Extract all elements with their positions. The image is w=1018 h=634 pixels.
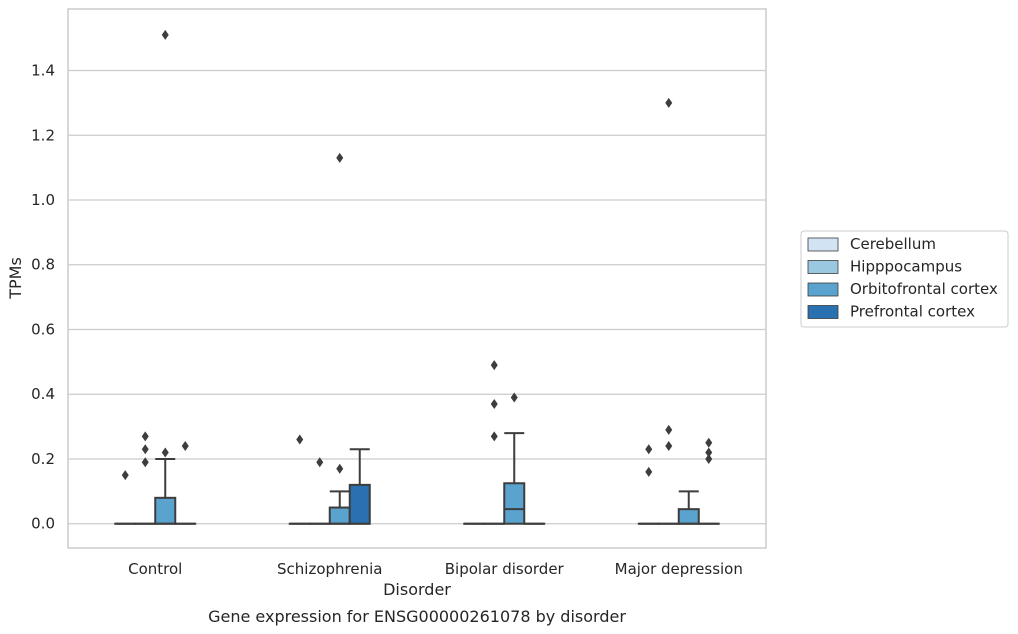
y-tick-labels: 0.0 0.2 0.4 0.6 0.8 1.0 1.2 1.4 — [31, 62, 55, 533]
legend-entry: Orbitofrontal cortex — [850, 280, 998, 298]
outlier-point — [336, 463, 344, 474]
outlier-point — [705, 437, 713, 448]
legend-swatch — [807, 260, 839, 274]
y-tick-label: 0.4 — [31, 385, 55, 403]
box-orbitofrontal-cortex — [328, 490, 351, 525]
outlier-point — [705, 447, 713, 458]
outlier-point — [645, 466, 653, 477]
y-tick-label: 0.6 — [31, 320, 55, 338]
x-tick-label: Schizophrenia — [277, 560, 382, 578]
legend-entry: Cerebellum — [850, 235, 936, 253]
outlier-point — [141, 444, 149, 455]
box-orbitofrontal-cortex — [154, 457, 177, 525]
y-tick-label: 0.0 — [31, 515, 55, 533]
outlier-point — [336, 152, 344, 163]
y-tick-label: 1.0 — [31, 191, 55, 209]
outlier-point — [161, 29, 169, 40]
outlier-point — [316, 457, 324, 468]
box-body — [328, 506, 351, 525]
outlier-point — [665, 441, 673, 452]
x-tick-label: Major depression — [615, 560, 743, 578]
legend-swatch — [807, 237, 839, 252]
box-orbitofrontal-cortex — [677, 490, 700, 525]
x-tick-labels: Control Schizophrenia Bipolar disorder Majo… — [128, 560, 743, 578]
outlier-point — [665, 424, 673, 435]
legend-entry: Prefrontal cortex — [850, 303, 975, 321]
outlier-point — [181, 441, 189, 452]
x-tick-label: Control — [128, 560, 182, 578]
y-axis-title: TPMs — [6, 257, 25, 300]
box-body — [348, 483, 371, 525]
box-body — [677, 508, 700, 525]
legend: Cerebellum Hipppocampus Orbitofrontal cort… — [800, 230, 1009, 328]
outlier-point — [665, 97, 673, 108]
y-tick-label: 0.2 — [31, 450, 55, 468]
x-axis-title: Disorder — [383, 580, 451, 599]
outlier-point — [121, 470, 129, 481]
outlier-point — [490, 431, 498, 442]
outlier-point — [490, 360, 498, 371]
outlier-point — [645, 444, 653, 455]
legend-swatch — [807, 282, 839, 297]
legend-entry: Hipppocampus — [850, 258, 962, 276]
outlier-point — [490, 398, 498, 409]
x-tick-label: Bipolar disorder — [445, 560, 565, 578]
grid-layer — [68, 69, 766, 525]
plot-frame — [67, 8, 767, 549]
chart-caption: Gene expression for ENSG00000261078 by d… — [208, 607, 626, 626]
y-tick-label: 1.4 — [31, 62, 55, 80]
box-prefrontal-cortex — [348, 448, 371, 525]
outlier-point — [141, 457, 149, 468]
box-body — [503, 482, 526, 525]
y-tick-label: 0.8 — [31, 256, 55, 274]
outlier-point — [705, 453, 713, 464]
outlier-point — [161, 447, 169, 458]
box-orbitofrontal-cortex — [503, 432, 526, 525]
outlier-point — [510, 392, 518, 403]
box-body — [154, 496, 177, 525]
box-layer — [114, 432, 720, 525]
outlier-point — [296, 434, 304, 445]
legend-swatch — [807, 305, 839, 319]
outlier-layer — [121, 29, 713, 481]
y-tick-label: 1.2 — [31, 126, 55, 144]
legend-frame — [800, 230, 1009, 328]
outlier-point — [141, 431, 149, 442]
